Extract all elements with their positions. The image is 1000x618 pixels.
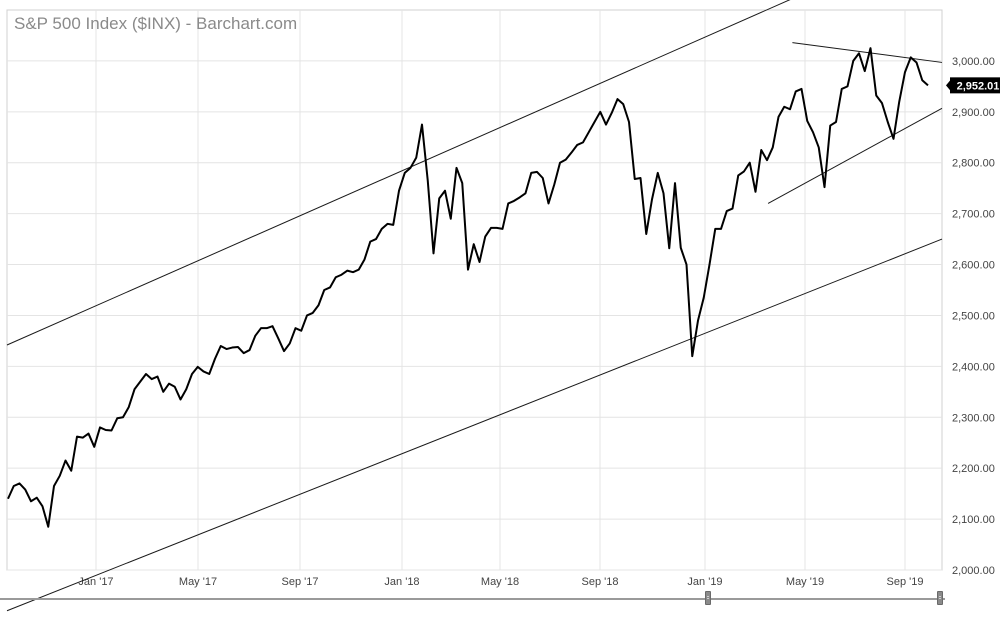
channel-lower-trendline bbox=[6, 238, 943, 612]
y-tick-label: 2,900.00 bbox=[952, 107, 995, 119]
scrollbar-right-handle[interactable] bbox=[937, 591, 943, 605]
last-value-badge bbox=[950, 77, 1000, 94]
y-tick-label: 3,000.00 bbox=[952, 56, 995, 68]
triangle-upper-trendline bbox=[792, 42, 943, 63]
channel-upper-trendline bbox=[6, 0, 791, 346]
x-tick-label: Jan '18 bbox=[384, 576, 419, 588]
x-tick-label: May '17 bbox=[179, 576, 217, 588]
y-tick-label: 2,800.00 bbox=[952, 158, 995, 170]
chart-title: S&P 500 Index ($INX) - Barchart.com bbox=[14, 14, 298, 33]
y-tick-label: 2,700.00 bbox=[952, 209, 995, 221]
y-tick-label: 2,200.00 bbox=[952, 463, 995, 475]
last-value-pointer bbox=[946, 79, 951, 92]
y-tick-label: 2,000.00 bbox=[952, 565, 995, 577]
y-tick-label: 2,300.00 bbox=[952, 412, 995, 424]
x-tick-label: Sep '19 bbox=[887, 576, 924, 588]
plot-area bbox=[6, 9, 943, 571]
last-value-label: 2,952.01 bbox=[957, 80, 1000, 92]
x-tick-label: Sep '18 bbox=[582, 576, 619, 588]
x-tick-label: May '18 bbox=[481, 576, 519, 588]
y-tick-label: 2,600.00 bbox=[952, 260, 995, 272]
scrollbar-left-handle[interactable] bbox=[705, 591, 711, 605]
x-tick-label: May '19 bbox=[786, 576, 824, 588]
triangle-lower-trendline bbox=[767, 107, 943, 204]
x-tick-label: Sep '17 bbox=[282, 576, 319, 588]
y-tick-label: 2,400.00 bbox=[952, 361, 995, 373]
x-tick-label: Jan '19 bbox=[687, 576, 722, 588]
y-tick-label: 2,500.00 bbox=[952, 310, 995, 322]
time-scrollbar-track[interactable] bbox=[0, 598, 945, 600]
price-line bbox=[7, 47, 929, 528]
y-tick-label: 2,100.00 bbox=[952, 514, 995, 526]
x-tick-label: Jan '17 bbox=[78, 576, 113, 588]
